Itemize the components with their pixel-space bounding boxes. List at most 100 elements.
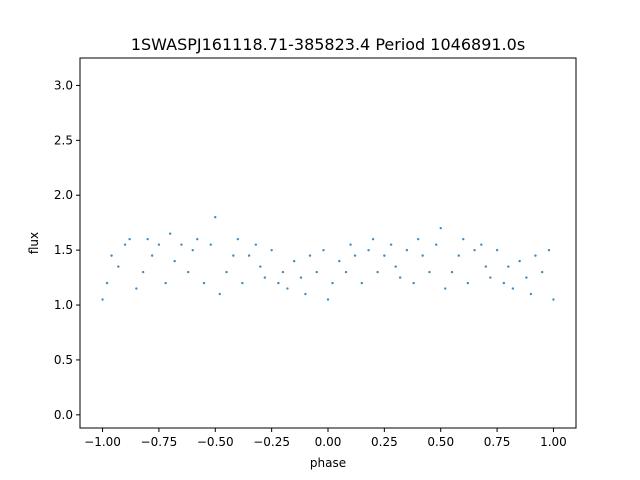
- chart-title: 1SWASPJ161118.71-385823.4 Period 1046891…: [131, 35, 525, 54]
- x-axis-ticks: −1.00 −0.75 −0.50 −0.25 0.00 0.25 0.50 0.75 1.00: [84, 428, 567, 449]
- data-point: [164, 281, 167, 285]
- data-point: [168, 232, 172, 235]
- data-point: [247, 254, 251, 257]
- data-point: [480, 243, 483, 246]
- data-point: [299, 276, 303, 279]
- data-point: [277, 281, 280, 285]
- y-tick-label: 1.5: [54, 243, 73, 257]
- data-point: [236, 237, 240, 241]
- data-point: [117, 265, 120, 268]
- data-points-group: [101, 216, 555, 301]
- data-point: [540, 270, 544, 274]
- data-point: [225, 270, 228, 274]
- data-point: [241, 281, 244, 285]
- x-tick-label: 1.00: [540, 435, 567, 449]
- x-tick-label: −0.50: [197, 435, 234, 449]
- data-point: [462, 237, 465, 241]
- data-point: [308, 254, 312, 257]
- data-point: [331, 281, 334, 285]
- data-point: [412, 281, 415, 285]
- data-point: [398, 276, 402, 279]
- data-point: [371, 237, 375, 241]
- data-point: [529, 292, 533, 296]
- data-point: [110, 254, 113, 257]
- x-tick-label: −0.25: [253, 435, 290, 449]
- data-point: [518, 259, 521, 263]
- data-point: [466, 281, 469, 285]
- y-tick-label: 0.0: [54, 408, 73, 422]
- data-point: [141, 270, 145, 274]
- data-point: [405, 248, 409, 252]
- data-point: [196, 237, 199, 241]
- x-tick-label: 0.25: [371, 435, 398, 449]
- data-point: [180, 243, 183, 246]
- data-point: [534, 254, 537, 257]
- data-point: [383, 254, 386, 257]
- data-point: [315, 270, 318, 274]
- data-point: [322, 248, 325, 252]
- y-tick-label: 1.0: [54, 298, 73, 312]
- data-point: [254, 243, 258, 246]
- data-point: [353, 254, 357, 257]
- data-point: [150, 254, 154, 257]
- data-point: [394, 265, 397, 268]
- data-point: [191, 248, 194, 252]
- data-point: [101, 298, 104, 301]
- data-point: [376, 270, 379, 274]
- y-tick-label: 2.5: [54, 133, 73, 147]
- data-point: [511, 287, 515, 290]
- data-point: [507, 265, 510, 268]
- data-point: [281, 270, 285, 274]
- y-tick-label: 2.0: [54, 188, 73, 202]
- data-point: [547, 248, 551, 252]
- data-point: [349, 243, 352, 246]
- data-point: [259, 265, 262, 268]
- data-point: [367, 248, 370, 252]
- data-point: [326, 298, 330, 301]
- data-point: [473, 248, 476, 252]
- data-point: [457, 254, 460, 257]
- y-tick-label: 0.5: [54, 353, 73, 367]
- x-tick-label: 0.75: [484, 435, 511, 449]
- data-point: [173, 259, 176, 263]
- x-axis-label: phase: [310, 456, 346, 470]
- x-tick-label: −1.00: [84, 435, 121, 449]
- y-axis-ticks: 0.0 0.5 1.0 1.5 2.0 2.5 3.0: [54, 78, 80, 422]
- data-point: [439, 226, 442, 230]
- data-point: [128, 237, 131, 241]
- data-point: [292, 259, 296, 263]
- data-point: [525, 276, 528, 279]
- data-point: [202, 281, 206, 285]
- data-point: [209, 243, 212, 246]
- data-point: [123, 243, 127, 246]
- data-point: [105, 281, 109, 285]
- data-point: [389, 243, 393, 246]
- data-point: [232, 254, 235, 257]
- y-tick-label: 3.0: [54, 78, 73, 92]
- data-point: [304, 292, 307, 296]
- data-point: [552, 298, 555, 301]
- data-point: [360, 281, 364, 285]
- data-point: [338, 259, 341, 263]
- data-point: [421, 254, 424, 257]
- x-tick-label: 0.50: [427, 435, 454, 449]
- data-point: [286, 287, 289, 290]
- data-point: [263, 276, 267, 279]
- data-point: [344, 270, 348, 274]
- data-point: [428, 270, 431, 274]
- data-point: [270, 248, 273, 252]
- data-point: [435, 243, 438, 246]
- data-point: [450, 270, 454, 274]
- data-point: [502, 281, 506, 285]
- x-tick-label: 0.00: [315, 435, 342, 449]
- data-point: [135, 287, 138, 290]
- data-point: [416, 237, 420, 241]
- data-point: [218, 292, 221, 296]
- data-point: [495, 248, 499, 252]
- x-tick-label: −0.75: [141, 435, 178, 449]
- data-point: [489, 276, 492, 279]
- data-point: [187, 270, 190, 274]
- data-point: [157, 243, 161, 246]
